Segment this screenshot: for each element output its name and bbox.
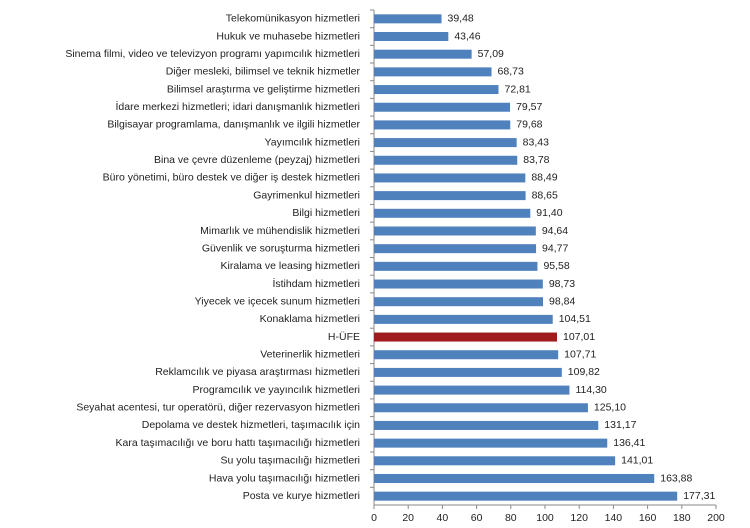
y-tick-label: Mimarlık ve mühendislik hizmetleri <box>200 225 360 237</box>
value-label: 104,51 <box>559 313 591 325</box>
bar <box>374 191 526 201</box>
x-tick-label: 40 <box>437 512 449 524</box>
x-tick-label: 100 <box>536 512 554 524</box>
bar <box>374 155 518 165</box>
y-tick-label: Posta ve kurye hizmetleri <box>243 490 360 502</box>
y-tick-label: Kara taşımacılığı ve boru hattı taşımacı… <box>115 437 360 449</box>
bar <box>374 226 536 236</box>
y-tick-label: Diğer mesleki, bilimsel ve teknik hizmet… <box>166 66 361 78</box>
bar <box>374 173 526 183</box>
value-label: 39,48 <box>448 13 474 25</box>
bar <box>374 102 511 112</box>
y-tick-label: İdare merkezi hizmetleri; idari danışman… <box>116 100 361 113</box>
y-tick-label: Su yolu taşımacılığı hizmetleri <box>221 455 360 467</box>
x-tick-label: 0 <box>371 512 377 524</box>
bar <box>374 367 562 377</box>
x-tick-label: 180 <box>673 512 691 524</box>
bar <box>374 49 472 59</box>
y-tick-label: Veterinerlik hizmetleri <box>260 349 360 361</box>
value-label: 57,09 <box>478 48 504 60</box>
bar <box>374 208 531 218</box>
bar <box>374 244 537 254</box>
value-label: 91,40 <box>536 207 562 219</box>
value-label: 114,30 <box>575 384 606 396</box>
bar <box>374 120 511 130</box>
y-tick-label: Seyahat acentesi, tur operatörü, diğer r… <box>76 402 360 414</box>
value-label: 177,31 <box>683 490 715 502</box>
value-label: 94,64 <box>542 225 568 237</box>
value-label: 83,43 <box>523 136 549 148</box>
value-label: 43,46 <box>454 30 480 42</box>
bar <box>374 420 599 430</box>
value-label: 83,78 <box>523 154 549 166</box>
bar <box>374 403 588 413</box>
x-tick-label: 20 <box>402 512 414 524</box>
bar <box>374 138 517 148</box>
value-label: 107,71 <box>564 349 596 361</box>
y-tick-label: Bina ve çevre düzenleme (peyzaj) hizmetl… <box>154 154 360 166</box>
bar <box>374 350 559 360</box>
value-label: 125,10 <box>594 402 626 414</box>
x-tick-label: 80 <box>505 512 517 524</box>
y-tick-label: Yayımcılık hizmetleri <box>265 136 361 148</box>
value-label: 107,01 <box>563 331 595 343</box>
y-tick-label: Sinema filmi, video ve televizyon progra… <box>65 48 360 60</box>
y-tick-label: Hukuk ve muhasebe hizmetleri <box>216 30 360 42</box>
bar <box>374 314 553 324</box>
value-label: 98,84 <box>549 295 575 307</box>
value-label: 72,81 <box>505 83 531 95</box>
y-tick-label: Programcılık ve yayıncılık hizmetleri <box>193 384 360 396</box>
value-label: 136,41 <box>613 437 645 449</box>
y-tick-label: Güvenlik ve soruşturma hizmetleri <box>202 242 360 254</box>
value-label: 98,73 <box>549 278 575 290</box>
value-label: 109,82 <box>568 366 600 378</box>
y-tick-label: Bilimsel araştırma ve geliştirme hizmetl… <box>167 83 360 95</box>
value-label: 79,68 <box>516 119 542 131</box>
y-tick-label: Büro yönetimi, büro destek ve diğer iş d… <box>103 172 360 184</box>
value-label: 141,01 <box>621 455 653 467</box>
bar <box>374 297 544 307</box>
x-tick-label: 60 <box>471 512 483 524</box>
y-tick-label: Gayrimenkul hizmetleri <box>253 189 360 201</box>
value-label: 88,49 <box>531 172 557 184</box>
y-tick-label: Depolama ve destek hizmetleri, taşımacıl… <box>142 419 360 431</box>
x-tick-label: 120 <box>570 512 588 524</box>
x-tick-label: 200 <box>707 512 725 524</box>
y-tick-label: Konaklama hizmetleri <box>260 313 360 325</box>
bar <box>374 85 499 95</box>
x-tick-label: 160 <box>639 512 657 524</box>
y-tick-label: Yiyecek ve içecek sunum hizmetleri <box>195 295 360 307</box>
y-tick-label: Kiralama ve leasing hizmetleri <box>221 260 360 272</box>
bar <box>374 14 442 24</box>
bar <box>374 32 449 42</box>
bar <box>374 491 678 501</box>
value-label: 68,73 <box>498 66 524 78</box>
y-tick-label: Bilgisayar programlama, danışmanlık ve i… <box>107 119 360 131</box>
y-tick-label: Reklamcılık ve piyasa araştırması hizmet… <box>155 366 360 378</box>
bar <box>374 332 557 342</box>
y-tick-label: H-ÜFE <box>328 331 360 343</box>
y-tick-label: İstihdam hizmetleri <box>272 277 360 290</box>
value-label: 79,57 <box>516 101 542 113</box>
bar <box>374 456 616 466</box>
value-label: 131,17 <box>604 419 636 431</box>
y-tick-label: Bilgi hizmetleri <box>292 207 360 219</box>
bar <box>374 473 655 483</box>
bar <box>374 279 543 289</box>
y-tick-label: Telekomünikasyon hizmetleri <box>226 13 360 25</box>
value-label: 95,58 <box>543 260 569 272</box>
value-label: 163,88 <box>660 472 692 484</box>
x-tick-label: 140 <box>605 512 623 524</box>
bar <box>374 67 492 77</box>
value-label: 88,65 <box>532 189 558 201</box>
value-label: 94,77 <box>542 242 568 254</box>
bar <box>374 438 608 448</box>
y-tick-label: Hava yolu taşımacılığı hizmetleri <box>209 472 360 484</box>
bar <box>374 385 570 395</box>
bar <box>374 261 538 271</box>
